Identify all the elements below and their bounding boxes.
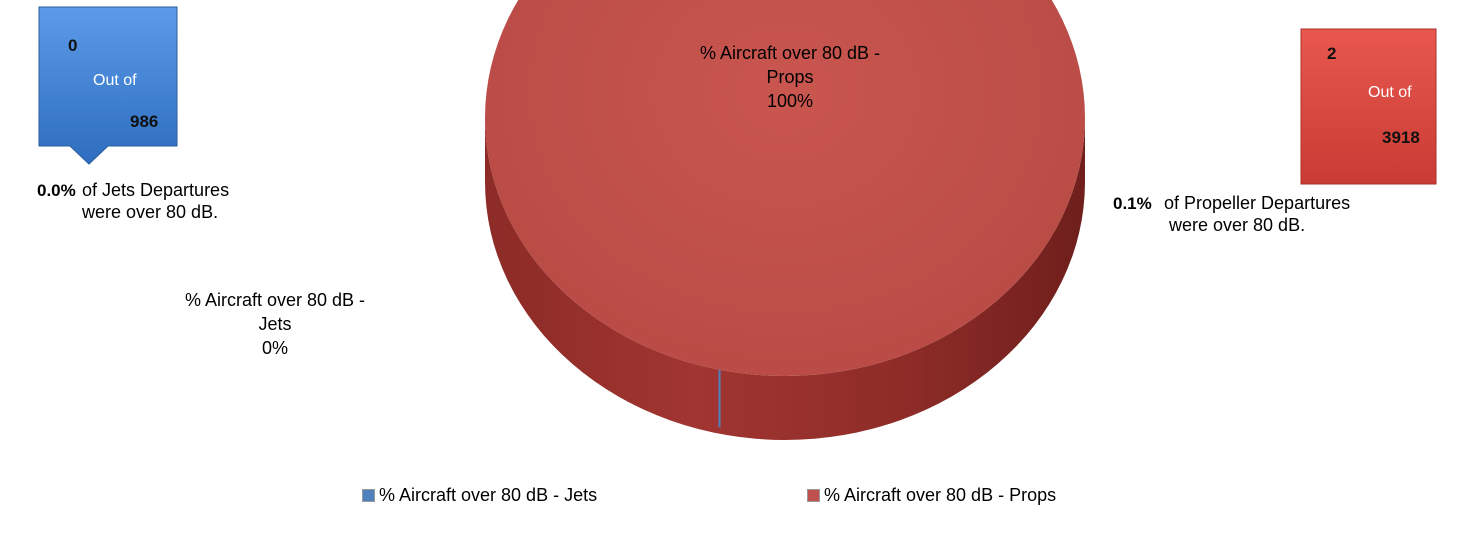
props-stat-pct: 0.1% xyxy=(1113,194,1152,213)
slice-label-jets-pct: 0% xyxy=(261,338,288,358)
jets-stat-line2: were over 80 dB. xyxy=(82,202,219,222)
props-total: 3918 xyxy=(1382,128,1420,147)
slice-label-jets: % Aircraft over 80 dB - Jets 0% xyxy=(85,288,465,360)
pie-side-wall xyxy=(485,118,1085,440)
jets-stat: 0.0% of Jets Departures were over 80 dB. xyxy=(37,179,337,229)
jets-stat-pct: 0.0% xyxy=(37,181,76,200)
jets-callout-shape xyxy=(38,6,178,165)
props-stat: 0.1% of Propeller Departures were over 8… xyxy=(1113,192,1453,242)
props-callout: 2 Out of 3918 xyxy=(1297,28,1437,214)
props-callout-shape xyxy=(1300,28,1437,185)
slice-label-props-line2: Props xyxy=(766,67,814,87)
props-count: 2 xyxy=(1327,44,1337,63)
jets-stat-line1: of Jets Departures xyxy=(82,180,230,200)
slice-label-jets-line1: % Aircraft over 80 dB - xyxy=(184,290,366,310)
props-stat-line2: were over 80 dB. xyxy=(1169,215,1306,235)
legend-item-props[interactable]: % Aircraft over 80 dB - Props xyxy=(807,485,1056,506)
jets-count: 0 xyxy=(68,36,78,55)
legend-label-jets: % Aircraft over 80 dB - Jets xyxy=(379,485,598,505)
slice-label-props-pct: 100% xyxy=(766,91,814,111)
slice-label-jets-line2: Jets xyxy=(258,314,292,334)
legend-label-props: % Aircraft over 80 dB - Props xyxy=(824,485,1057,505)
slice-label-props: % Aircraft over 80 dB - Props 100% xyxy=(600,41,980,113)
legend-swatch-props xyxy=(807,489,820,502)
legend-swatch-jets xyxy=(362,489,375,502)
slice-label-props-line1: % Aircraft over 80 dB - xyxy=(699,43,881,63)
legend-item-jets[interactable]: % Aircraft over 80 dB - Jets xyxy=(362,485,597,506)
jets-callout: 0 Out of 986 xyxy=(38,6,178,192)
jets-total: 986 xyxy=(130,112,159,131)
slice-props[interactable] xyxy=(485,0,1085,376)
props-out-of: Out of xyxy=(1368,84,1412,101)
props-stat-line1: of Propeller Departures xyxy=(1164,193,1351,213)
jets-out-of: Out of xyxy=(93,72,137,89)
